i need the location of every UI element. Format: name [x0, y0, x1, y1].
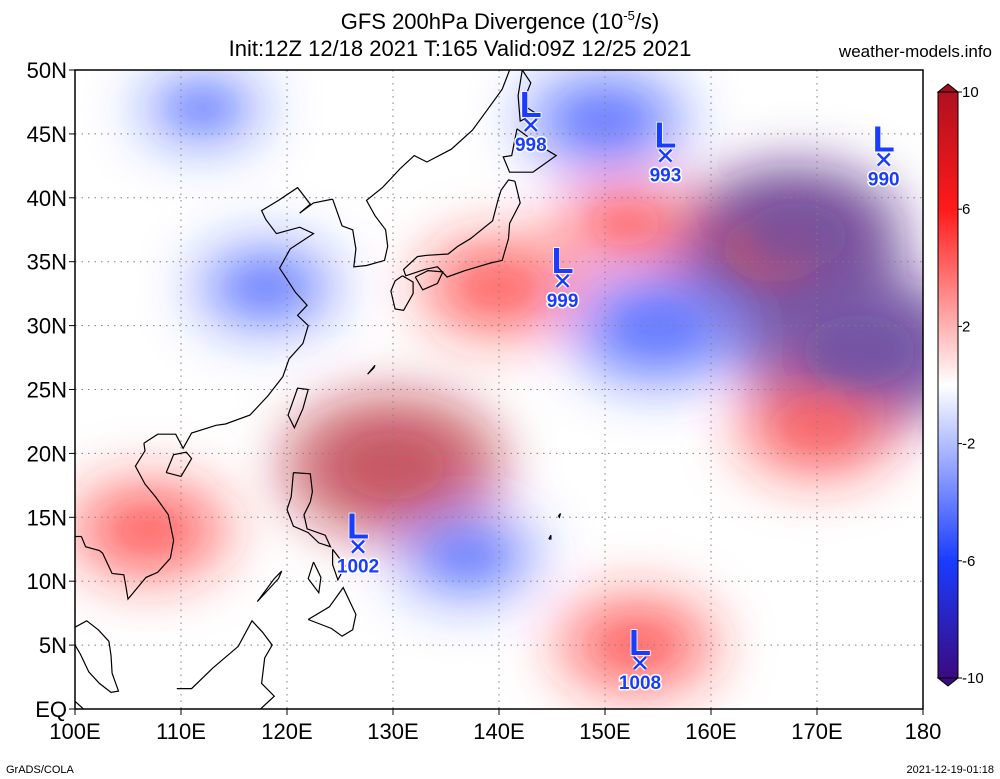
low-pressure-value: 993 — [650, 166, 682, 187]
coastline — [399, 70, 511, 169]
colorbar-bar — [937, 91, 959, 679]
colorbar-label: 6 — [962, 201, 970, 218]
coastline — [80, 536, 171, 601]
lat-tick-label: 25N — [27, 378, 67, 403]
low-cross-icon — [523, 118, 538, 132]
low-pressure-value: 1008 — [619, 673, 661, 694]
lon-tick-label: 140E — [473, 719, 524, 744]
colorbar-label: -10 — [962, 670, 984, 687]
low-marker-L: L — [347, 506, 369, 547]
low-pressure-value: 998 — [515, 135, 547, 156]
lon-tick-label: 180 — [905, 719, 942, 744]
map-axes: 100E 110E 120E 130E 140E 150E 160E 170E 180 EQ 5N 1… — [27, 58, 942, 744]
lon-tick-label: 160E — [685, 719, 736, 744]
lon-tick-label: 110E — [156, 719, 206, 744]
lat-tick-label: 20N — [27, 441, 67, 466]
coastline — [332, 548, 347, 582]
coastline — [390, 275, 414, 311]
low-cross-icon — [876, 152, 891, 167]
title-superscript: -5 — [623, 8, 635, 23]
lon-tick-label: 120E — [261, 719, 312, 744]
lat-tick-label: 50N — [27, 58, 67, 83]
low-center: L 999 — [545, 239, 580, 313]
low-marker-L: L — [520, 84, 542, 125]
colorbar-label: -6 — [962, 553, 975, 570]
coastline — [134, 443, 175, 559]
low-center: L 993 — [648, 114, 683, 188]
lon-tick-label: 130E — [367, 719, 418, 744]
low-marker-L: L — [873, 118, 895, 159]
low-center: L 990 — [866, 118, 901, 192]
coastline — [165, 451, 193, 478]
coastline — [332, 167, 401, 268]
low-pressure-value: 999 — [547, 291, 579, 312]
coastline — [75, 620, 120, 694]
footer-timestamp: 2021-12-19-01:18 — [906, 764, 994, 776]
lat-tick-label: 15N — [27, 505, 67, 530]
divergence-field — [75, 70, 923, 709]
low-pressure-value: 1002 — [337, 557, 379, 578]
lon-tick-label: 170E — [791, 719, 842, 744]
lat-tick-label: 40N — [27, 186, 67, 211]
coastline — [414, 269, 444, 291]
coastline — [307, 561, 322, 595]
coastline — [367, 364, 376, 375]
lat-tick-label: 35N — [27, 250, 67, 275]
low-marker-L: L — [629, 622, 651, 663]
coastline — [287, 387, 309, 430]
colorbar-top-cap — [936, 83, 960, 93]
coastlines — [75, 70, 562, 709]
colorbar-bottom-cap — [936, 677, 960, 687]
low-cross-icon — [658, 148, 673, 163]
coastline — [75, 700, 84, 709]
low-cross-icon — [633, 656, 647, 670]
lat-tick-label: 45N — [27, 122, 67, 147]
lat-tick-label: 10N — [27, 569, 67, 594]
page-subtitle: Init:12Z 12/18 2021 T:165 Valid:09Z 12/2… — [228, 36, 692, 61]
low-center: L 1002 — [335, 505, 380, 579]
low-center: L 1008 — [617, 621, 662, 695]
low-marker-L: L — [552, 240, 574, 281]
coastline — [548, 534, 552, 540]
low-center: L 998 — [513, 83, 548, 157]
coastline — [286, 472, 332, 548]
lat-tick-label: EQ — [35, 697, 67, 722]
page-title: GFS 200hPa Divergence (10-5/s) — [340, 8, 660, 34]
coastline — [176, 619, 276, 709]
colorbar-label: 2 — [962, 318, 970, 335]
colorbar-label: -2 — [962, 436, 975, 453]
coastline — [402, 179, 521, 278]
lat-tick-label: 30N — [27, 314, 67, 339]
coastline — [143, 186, 333, 450]
lon-tick-label: 100E — [49, 719, 100, 744]
coastline — [557, 513, 562, 519]
low-pressure-value: 990 — [868, 169, 900, 190]
low-marker-L: L — [654, 115, 676, 156]
lon-tick-label: 150E — [579, 719, 630, 744]
low-pressure-centers: L 998 L 993 L 990 L 999 L 1002 L 1008 — [335, 83, 901, 695]
footer-software: GrADS/COLA — [6, 764, 74, 776]
coastline — [502, 128, 558, 173]
coastline — [256, 570, 283, 603]
site-credit: weather-models.info — [838, 42, 992, 61]
coastline — [517, 70, 538, 123]
low-cross-icon — [351, 539, 365, 554]
coastline — [307, 586, 357, 637]
lat-tick-label: 5N — [39, 633, 67, 658]
low-cross-icon — [555, 273, 570, 288]
colorbar: 10 6 2 -2 -6 -10 — [936, 83, 984, 687]
colorbar-label: 10 — [962, 84, 979, 101]
